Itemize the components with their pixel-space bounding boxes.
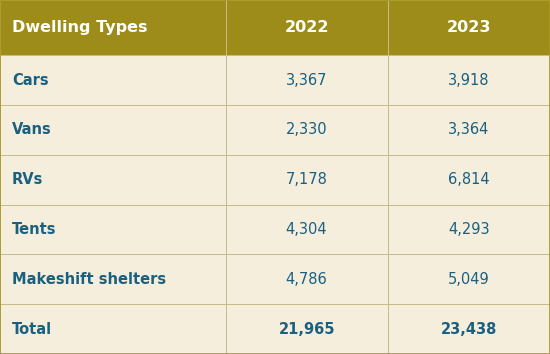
Text: Makeshift shelters: Makeshift shelters xyxy=(12,272,166,287)
FancyBboxPatch shape xyxy=(388,105,550,155)
Text: 4,786: 4,786 xyxy=(286,272,327,287)
FancyBboxPatch shape xyxy=(226,155,388,205)
FancyBboxPatch shape xyxy=(0,255,226,304)
Text: 3,364: 3,364 xyxy=(448,122,490,137)
FancyBboxPatch shape xyxy=(0,205,226,255)
Text: Dwelling Types: Dwelling Types xyxy=(12,20,147,35)
FancyBboxPatch shape xyxy=(0,55,226,105)
Text: 2,330: 2,330 xyxy=(286,122,327,137)
FancyBboxPatch shape xyxy=(388,304,550,354)
Text: RVs: RVs xyxy=(12,172,43,187)
FancyBboxPatch shape xyxy=(0,105,226,155)
FancyBboxPatch shape xyxy=(226,255,388,304)
Text: 4,293: 4,293 xyxy=(448,222,490,237)
FancyBboxPatch shape xyxy=(226,105,388,155)
FancyBboxPatch shape xyxy=(226,0,388,55)
FancyBboxPatch shape xyxy=(388,205,550,255)
Text: 5,049: 5,049 xyxy=(448,272,490,287)
Text: 2023: 2023 xyxy=(447,20,491,35)
FancyBboxPatch shape xyxy=(388,255,550,304)
Text: 6,814: 6,814 xyxy=(448,172,490,187)
FancyBboxPatch shape xyxy=(388,155,550,205)
FancyBboxPatch shape xyxy=(226,205,388,255)
Text: Cars: Cars xyxy=(12,73,49,87)
Text: Tents: Tents xyxy=(12,222,57,237)
FancyBboxPatch shape xyxy=(0,0,226,55)
Text: 23,438: 23,438 xyxy=(441,321,497,337)
Text: 3,918: 3,918 xyxy=(448,73,490,87)
Text: Vans: Vans xyxy=(12,122,52,137)
FancyBboxPatch shape xyxy=(0,304,226,354)
FancyBboxPatch shape xyxy=(388,0,550,55)
Text: 4,304: 4,304 xyxy=(286,222,327,237)
FancyBboxPatch shape xyxy=(226,55,388,105)
Text: 3,367: 3,367 xyxy=(286,73,327,87)
Text: 7,178: 7,178 xyxy=(285,172,328,187)
Text: 2022: 2022 xyxy=(284,20,329,35)
Text: Total: Total xyxy=(12,321,52,337)
Text: 21,965: 21,965 xyxy=(278,321,335,337)
FancyBboxPatch shape xyxy=(226,304,388,354)
FancyBboxPatch shape xyxy=(388,55,550,105)
FancyBboxPatch shape xyxy=(0,155,226,205)
